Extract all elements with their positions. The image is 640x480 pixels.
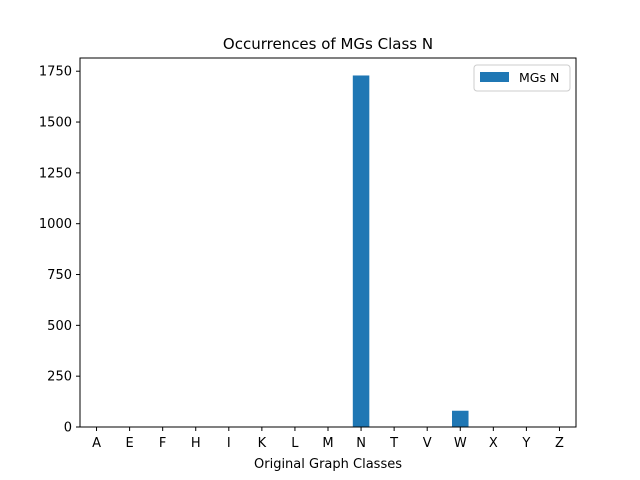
bar-N	[352, 75, 370, 427]
x-tick-label-L: L	[291, 436, 299, 451]
x-tick-label-A: A	[92, 436, 101, 451]
bar-W	[452, 410, 469, 427]
legend-box	[473, 64, 571, 92]
plot-frame	[79, 57, 577, 428]
chart-title: Occurrences of MGs Class N	[223, 35, 433, 53]
legend-swatch-0	[480, 72, 509, 82]
x-tick-label-V: V	[423, 436, 432, 451]
y-tick-label-750: 750	[47, 268, 72, 283]
x-tick-label-T: T	[389, 436, 398, 451]
y-tick-label-250: 250	[47, 370, 72, 385]
x-tick-label-F: F	[159, 436, 166, 451]
x-tick-label-K: K	[258, 436, 267, 451]
y-tick-label-0: 0	[64, 421, 72, 436]
legend-label-0: MGs N	[519, 70, 559, 85]
y-tick-label-1500: 1500	[39, 116, 72, 131]
plot-area: A E F H I K L M N T V W X Y Z 0 250 500 750 1000 1250 1500 175…	[39, 57, 577, 451]
x-tick-label-N: N	[356, 436, 366, 451]
x-tick-label-I: I	[227, 436, 231, 451]
legend: MGs N	[473, 64, 571, 92]
x-tick-label-H: H	[191, 436, 201, 451]
x-tick-label-M: M	[322, 436, 333, 451]
x-tick-label-Y: Y	[521, 436, 530, 451]
y-tick-label-500: 500	[47, 319, 72, 334]
y-tick-label-1250: 1250	[39, 166, 72, 181]
x-tick-label-W: W	[454, 436, 467, 451]
x-axis-label: Original Graph Classes	[254, 457, 402, 472]
x-tick-label-Z: Z	[555, 436, 564, 451]
x-tick-label-X: X	[489, 436, 498, 451]
y-tick-label-1750: 1750	[39, 65, 72, 80]
x-tick-label-E: E	[125, 436, 133, 451]
y-tick-label-1000: 1000	[39, 217, 72, 232]
